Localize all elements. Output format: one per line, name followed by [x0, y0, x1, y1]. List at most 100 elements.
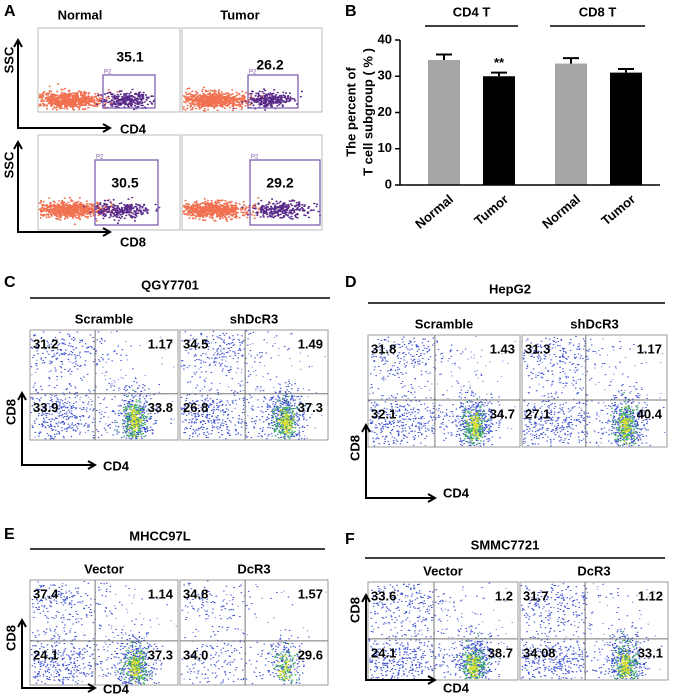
quadrant-value: 1.2 [495, 588, 513, 603]
gate-name: P2 [249, 70, 257, 76]
panel-title: HepG2 [489, 281, 531, 296]
plot-title: shDcR3 [570, 316, 618, 331]
gate-value: 30.5 [111, 175, 138, 191]
plot-title: DcR3 [237, 561, 270, 576]
dots [180, 330, 311, 383]
quadrant-value: 1.17 [148, 336, 173, 351]
quadrant-value: 1.49 [298, 336, 323, 351]
x-axis-label: CD4 [103, 681, 130, 696]
x-axis-label: CD4 [443, 485, 470, 500]
plot-frame [29, 329, 179, 441]
x-tick-label: Normal [539, 191, 583, 231]
y-axis-label: CD8 [347, 597, 362, 623]
bar [610, 72, 642, 185]
panel-label: B [345, 3, 357, 20]
quadrant-value: 37.3 [298, 400, 323, 415]
quadrant-lines [368, 582, 518, 680]
dots [38, 83, 127, 111]
dots [271, 642, 298, 683]
annotation: ** [494, 55, 505, 70]
panel-label: E [4, 526, 15, 543]
group-label: CD4 T [453, 4, 491, 19]
panel-label: C [4, 274, 16, 291]
x-tick-label: Tumor [598, 191, 638, 228]
y-tick-label: 10 [378, 140, 392, 155]
gate [247, 74, 299, 109]
quadrant-value: 26.8 [183, 400, 208, 415]
panel-label: A [4, 3, 16, 20]
quadrant-lines [180, 330, 328, 440]
quadrant-value: 29.6 [298, 647, 323, 662]
dots [466, 412, 482, 441]
quadrant-value: 34.0 [183, 647, 208, 662]
y-axis-label: T cell subgroup ( % ) [360, 48, 375, 176]
bar [428, 59, 460, 185]
quadrant-value: 37.4 [33, 586, 59, 601]
x-axis-label: CD4 [120, 121, 147, 136]
axis-arrows [13, 37, 113, 133]
gate-value: 29.2 [266, 175, 293, 191]
x-axis-label: CD4 [443, 680, 470, 695]
quadrant-value: 32.1 [371, 406, 396, 421]
quadrant-value: 31.2 [33, 336, 58, 351]
y-tick-label: 20 [378, 104, 392, 119]
x-tick-label: Normal [412, 191, 456, 231]
quadrant-value: 34.7 [490, 406, 515, 421]
dots [241, 198, 322, 220]
axis-arrows [17, 390, 98, 470]
axis-arrows [361, 422, 438, 503]
quadrant-value: 24.1 [371, 645, 396, 660]
quadrant-lines [520, 582, 668, 680]
quadrant-value: 1.14 [148, 586, 174, 601]
dots [277, 654, 292, 680]
quadrant-value: 1.12 [638, 588, 663, 603]
y-tick-label: 0 [385, 176, 392, 191]
quadrant-value: 33.6 [371, 588, 396, 603]
dots [370, 336, 467, 386]
plot-title: Scramble [75, 311, 134, 326]
panel-label: D [345, 274, 357, 291]
gate-name: P2 [96, 155, 104, 161]
dots [520, 583, 641, 649]
quadrant-value: 1.57 [298, 586, 323, 601]
plot-frame [29, 579, 179, 686]
gate-name: P2 [104, 70, 112, 76]
plot-title: shDcR3 [230, 311, 278, 326]
quadrant-lines [30, 330, 178, 440]
y-tick-label: 40 [378, 31, 392, 46]
dots [126, 650, 144, 683]
y-axis-label: SSC [1, 46, 16, 73]
dots [125, 405, 143, 437]
gate-value: 26.2 [256, 57, 283, 73]
dots [182, 86, 267, 112]
panel-label: F [345, 531, 355, 548]
plot-title: Vector [84, 561, 124, 576]
quadrant-value: 31.8 [371, 341, 396, 356]
dots [368, 373, 486, 447]
x-axis-label: CD4 [103, 458, 130, 473]
plot-frame [367, 581, 519, 681]
dots [30, 361, 117, 440]
y-axis-label: The percent of [343, 67, 358, 157]
error-bar [618, 68, 634, 73]
dots [31, 580, 169, 638]
dots [522, 335, 643, 395]
dots [180, 626, 276, 685]
dots [83, 196, 161, 224]
dots [38, 196, 129, 226]
quadrant-value: 1.17 [637, 341, 662, 356]
quadrant-value: 24.1 [33, 647, 58, 662]
dots [30, 330, 134, 384]
quadrant-value: 34.5 [183, 336, 208, 351]
dots [618, 406, 634, 445]
gate-name: P2 [251, 155, 259, 161]
gate [249, 159, 321, 226]
dots [116, 389, 152, 439]
panel-title: QGY7701 [141, 277, 199, 292]
bar [483, 76, 515, 185]
plot-title: Vector [423, 563, 463, 578]
error-bar [491, 71, 507, 77]
quadrant-lines [368, 335, 520, 447]
y-axis-label: CD8 [347, 435, 362, 461]
